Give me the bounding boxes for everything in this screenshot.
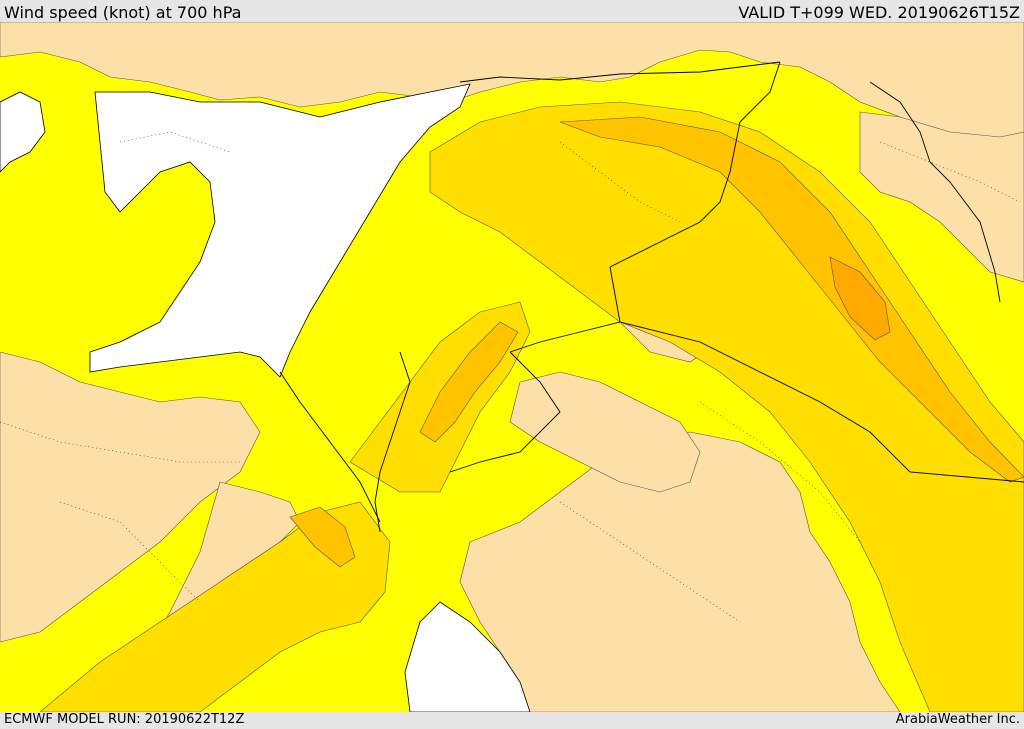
province-lines bbox=[0, 131, 1021, 623]
wind-band-low-egypt bbox=[0, 351, 261, 643]
wind-band-4-core bbox=[829, 256, 891, 341]
sea-aegean bbox=[0, 91, 46, 173]
border-turkey-syria bbox=[459, 61, 781, 83]
border-levant-coast bbox=[374, 351, 411, 533]
sea-mediterranean bbox=[89, 83, 471, 378]
border-egypt-israel bbox=[279, 371, 381, 523]
wind-band-3-levant bbox=[419, 321, 519, 443]
model-run-label: ECMWF MODEL RUN: 20190622T12Z bbox=[4, 712, 245, 727]
wind-band-low-jordan-east bbox=[509, 371, 701, 493]
border-iraq-saudi bbox=[619, 321, 1024, 483]
sea-red-sea bbox=[404, 601, 531, 712]
valid-time: VALID T+099 WED. 20190626T15Z bbox=[738, 3, 1020, 22]
wind-band-3-sinai bbox=[289, 506, 356, 568]
map-svg bbox=[0, 22, 1024, 712]
credit-label: ArabiaWeather Inc. bbox=[895, 712, 1020, 727]
wind-band-3-jet bbox=[559, 116, 1024, 483]
border-syria-iraq bbox=[609, 61, 781, 268]
header-bar: Wind speed (knot) at 700 hPa VALID T+099… bbox=[0, 0, 1024, 22]
wind-band-low-turkey-east bbox=[859, 111, 1024, 283]
wind-speed-map bbox=[0, 22, 1024, 712]
wind-band-2-sinai bbox=[39, 501, 391, 712]
country-borders bbox=[279, 61, 1024, 533]
wind-band-2-jet bbox=[429, 101, 1024, 712]
border-jordan-saudi bbox=[449, 351, 561, 473]
border-syria-jordan bbox=[509, 266, 621, 353]
footer-bar: ECMWF MODEL RUN: 20190622T12Z ArabiaWeat… bbox=[0, 712, 1024, 729]
map-title: Wind speed (knot) at 700 hPa bbox=[4, 3, 242, 22]
border-iran-iraq bbox=[869, 81, 1001, 303]
